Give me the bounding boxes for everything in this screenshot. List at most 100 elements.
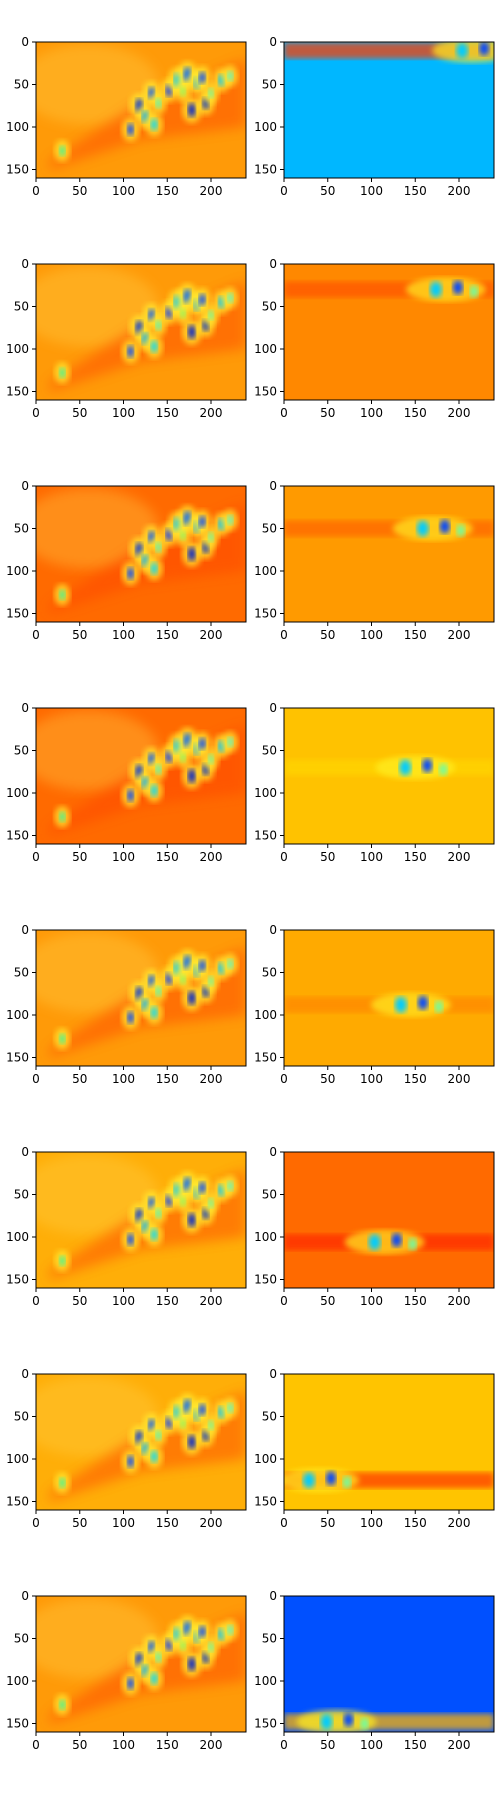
x-tick-label: 150 <box>156 406 179 420</box>
y-tick-label: 100 <box>6 1230 29 1244</box>
x-tick-label: 100 <box>112 1072 135 1086</box>
y-tick-label: 100 <box>6 1674 29 1688</box>
y-tick-label: 0 <box>21 35 29 49</box>
y-tick-label: 50 <box>14 78 29 92</box>
heatmap-blob <box>343 1712 354 1727</box>
y-tick-label: 150 <box>254 607 277 621</box>
x-tick-label: 50 <box>320 628 335 642</box>
axes-frame <box>35 1595 247 1733</box>
heatmap-panel-r5-c1: 0 50 100 150 200 0 50 100 150 <box>6 923 247 1086</box>
x-tick-label: 200 <box>200 184 223 198</box>
heatmap-blob <box>127 123 134 136</box>
axes-frame <box>283 1373 495 1511</box>
heatmap-panel-r6-c1: 0 50 100 150 200 0 50 100 150 <box>6 1145 247 1308</box>
x-tick-label: 50 <box>72 1294 87 1308</box>
x-tick-label: 200 <box>448 406 471 420</box>
heatmap-blob <box>180 752 186 763</box>
x-tick-label: 150 <box>404 1738 427 1752</box>
axes-frame <box>283 1151 495 1289</box>
x-tick-label: 50 <box>72 628 87 642</box>
heatmap-blob <box>150 1006 158 1019</box>
x-tick-label: 0 <box>32 850 40 864</box>
heatmap-background <box>284 1596 494 1732</box>
heatmap-blob <box>59 367 65 378</box>
heatmap-blob <box>155 764 162 775</box>
heatmap-blob <box>127 345 134 358</box>
heatmap-blob <box>208 1420 214 1430</box>
heatmap-blob <box>187 991 196 1005</box>
heatmap-blob <box>208 532 214 542</box>
x-tick-label: 100 <box>360 406 383 420</box>
heatmap-panel-r7-c2: 0 50 100 150 200 0 50 100 150 <box>254 1367 495 1530</box>
heatmap-blob <box>439 519 450 534</box>
axes-frame <box>35 929 247 1067</box>
x-tick-label: 150 <box>404 628 427 642</box>
x-tick-label: 200 <box>448 1072 471 1086</box>
y-tick-label: 100 <box>254 120 277 134</box>
heatmap-blob <box>180 1640 186 1651</box>
heatmap-blob <box>227 1625 233 1635</box>
heatmap-blob <box>127 1233 134 1246</box>
y-tick-label: 50 <box>14 300 29 314</box>
y-tick-label: 0 <box>269 701 277 715</box>
x-tick-label: 200 <box>200 628 223 642</box>
heatmap-background <box>284 1152 494 1288</box>
y-tick-label: 50 <box>14 1410 29 1424</box>
heatmap-blob <box>227 515 233 525</box>
heatmap-blob <box>469 285 478 298</box>
heatmap-blob <box>180 1196 186 1207</box>
x-tick-label: 150 <box>156 1294 179 1308</box>
x-tick-label: 0 <box>280 1072 288 1086</box>
x-tick-label: 50 <box>320 1072 335 1086</box>
x-tick-label: 0 <box>32 1516 40 1530</box>
heatmap-blob <box>452 280 463 295</box>
x-tick-label: 200 <box>448 628 471 642</box>
x-tick-label: 0 <box>280 1738 288 1752</box>
heatmap-panel-r1-c2: 0 50 100 150 200 0 50 100 150 <box>254 35 495 198</box>
heatmap-panel-r2-c2: 0 50 100 150 200 0 50 100 150 <box>254 257 495 420</box>
x-tick-label: 50 <box>72 184 87 198</box>
heatmap-blob <box>59 1255 65 1266</box>
x-tick-label: 150 <box>156 184 179 198</box>
y-tick-label: 50 <box>262 1632 277 1646</box>
x-tick-label: 100 <box>360 850 383 864</box>
heatmap-blob <box>227 71 233 81</box>
heatmap-blob <box>180 308 186 319</box>
y-tick-label: 50 <box>14 1188 29 1202</box>
y-tick-label: 100 <box>254 1452 277 1466</box>
heatmap-blob <box>208 754 214 764</box>
heatmap-blob <box>155 98 162 109</box>
x-tick-label: 200 <box>200 1072 223 1086</box>
x-tick-label: 50 <box>320 1738 335 1752</box>
heatmap-blob <box>150 1450 158 1463</box>
x-tick-label: 200 <box>448 184 471 198</box>
y-tick-label: 50 <box>14 1632 29 1646</box>
heatmap-blob <box>208 88 214 98</box>
axes-frame <box>283 485 495 623</box>
heatmap-blob <box>326 1471 336 1486</box>
axes-frame <box>283 707 495 845</box>
axes-frame <box>35 707 247 845</box>
heatmap-blob <box>227 1403 233 1413</box>
x-tick-label: 100 <box>112 406 135 420</box>
y-tick-label: 150 <box>254 1717 277 1731</box>
y-tick-label: 150 <box>6 1495 29 1509</box>
y-tick-label: 0 <box>21 1145 29 1159</box>
x-tick-label: 0 <box>32 1738 40 1752</box>
heatmap-blob <box>155 320 162 331</box>
heatmap-blob <box>417 995 428 1010</box>
y-tick-label: 150 <box>254 1495 277 1509</box>
heatmap-panel-r8-c1: 0 50 100 150 200 0 50 100 150 <box>6 1589 247 1752</box>
heatmap-blob <box>155 986 162 997</box>
x-tick-label: 200 <box>200 1738 223 1752</box>
heatmap-panel-r4-c2: 0 50 100 150 200 0 50 100 150 <box>254 701 495 864</box>
heatmap-blob <box>198 71 206 84</box>
heatmap-blob <box>422 758 433 773</box>
heatmap-blob <box>198 1625 206 1638</box>
x-tick-label: 0 <box>32 1294 40 1308</box>
heatmap-blob <box>187 1435 196 1449</box>
heatmap-blob <box>150 118 158 131</box>
x-tick-label: 100 <box>360 1072 383 1086</box>
y-tick-label: 50 <box>262 1410 277 1424</box>
